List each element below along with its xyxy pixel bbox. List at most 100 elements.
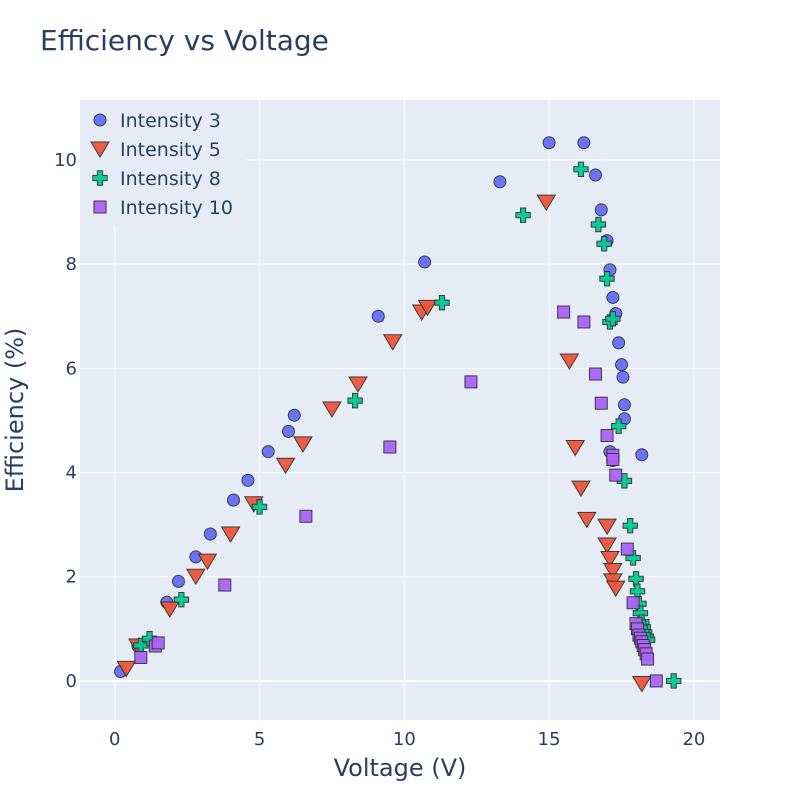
- x-axis-title: Voltage (V): [334, 754, 467, 782]
- axis-ticks: 0 5 10 15 20 0 2 4 6 8 10: [54, 150, 705, 750]
- data-point: [287, 408, 301, 422]
- data-point: [347, 392, 363, 409]
- data-point: [418, 255, 432, 269]
- data-point: [610, 418, 627, 434]
- data-point: [626, 596, 640, 610]
- y-tick-label: 0: [66, 671, 77, 692]
- data-point: [151, 636, 165, 650]
- data-point: [597, 537, 617, 554]
- chart-title: Efficiency vs Voltage: [40, 24, 329, 57]
- data-point: [605, 311, 621, 327]
- data-point: [602, 562, 623, 580]
- data-point: [588, 168, 602, 182]
- data-point: [577, 315, 591, 329]
- data-point: [282, 424, 296, 438]
- data-point: [576, 511, 597, 529]
- data-point: [383, 440, 397, 454]
- data-point: [275, 457, 296, 475]
- data-point: [293, 436, 313, 453]
- data-point: [641, 652, 655, 666]
- data-point: [299, 509, 313, 523]
- y-tick-label: 6: [66, 358, 77, 379]
- legend-label: Intensity 5: [120, 139, 221, 161]
- legend-marker-triangle-down: [90, 141, 110, 158]
- y-tick-label: 8: [66, 254, 77, 275]
- data-point: [203, 527, 217, 541]
- data-point: [573, 161, 589, 177]
- data-point: [617, 398, 631, 412]
- data-point: [536, 194, 557, 212]
- legend-label: Intensity 10: [120, 197, 233, 219]
- legend-item[interactable]: Intensity 8: [92, 168, 221, 190]
- data-point: [612, 336, 626, 350]
- legend-label: Intensity 8: [120, 168, 221, 190]
- data-point: [594, 203, 608, 217]
- legend-item[interactable]: Intensity 10: [93, 197, 233, 219]
- data-point: [382, 334, 403, 351]
- data-point: [241, 473, 255, 487]
- data-point: [565, 440, 586, 457]
- data-point: [622, 517, 638, 534]
- legend-marker-cross: [92, 170, 108, 186]
- data-point: [620, 542, 634, 556]
- data-point: [590, 216, 607, 233]
- grid-lines: [80, 100, 720, 720]
- data-point: [542, 136, 556, 150]
- data-point: [220, 526, 241, 543]
- data-point: [594, 396, 608, 410]
- data-point: [597, 518, 617, 536]
- data-point: [606, 452, 620, 466]
- data-point: [159, 601, 180, 618]
- data-point: [417, 299, 438, 317]
- data-point: [134, 650, 148, 664]
- data-point: [173, 591, 190, 608]
- data-point: [559, 353, 580, 370]
- data-point: [599, 271, 615, 287]
- y-tick-label: 10: [54, 150, 77, 171]
- data-point: [348, 376, 368, 393]
- legend[interactable]: Intensity 3 Intensity 5 Intensity 8 Intensi…: [80, 100, 247, 226]
- data-point: [577, 136, 591, 150]
- data-point: [649, 674, 663, 688]
- x-tick-label: 10: [393, 729, 416, 750]
- data-point: [185, 568, 206, 586]
- data-point: [116, 660, 137, 678]
- legend-background: [80, 100, 247, 226]
- data-point: [557, 305, 571, 319]
- series-2: [116, 194, 652, 693]
- data-point: [371, 309, 385, 323]
- data-point: [251, 499, 268, 515]
- data-point: [635, 448, 649, 462]
- data-point: [261, 445, 275, 459]
- legend-item[interactable]: Intensity 5: [90, 139, 221, 161]
- legend-marker-circle: [93, 113, 107, 127]
- x-tick-label: 15: [538, 729, 561, 750]
- data-point: [600, 550, 620, 568]
- data-point: [615, 358, 629, 372]
- data-point: [571, 480, 591, 498]
- y-axis-title: Efficiency (%): [1, 328, 29, 493]
- data-point: [218, 578, 232, 592]
- legend-item[interactable]: Intensity 3: [93, 110, 221, 132]
- series-4: [134, 305, 663, 688]
- data-point: [493, 175, 507, 189]
- x-tick-label: 20: [682, 729, 705, 750]
- data-point: [464, 375, 478, 389]
- x-tick-label: 0: [109, 729, 120, 750]
- x-tick-label: 5: [254, 729, 265, 750]
- data-point: [605, 580, 626, 598]
- data-points: [114, 136, 682, 693]
- data-point: [322, 401, 342, 418]
- data-point: [596, 236, 612, 252]
- legend-marker-square: [93, 200, 107, 214]
- data-point: [606, 290, 620, 304]
- data-point: [631, 676, 652, 693]
- data-point: [434, 294, 450, 311]
- y-tick-label: 2: [66, 567, 77, 588]
- data-point: [515, 207, 531, 223]
- data-point: [609, 468, 623, 482]
- legend-label: Intensity 3: [120, 110, 221, 132]
- data-point: [588, 367, 602, 381]
